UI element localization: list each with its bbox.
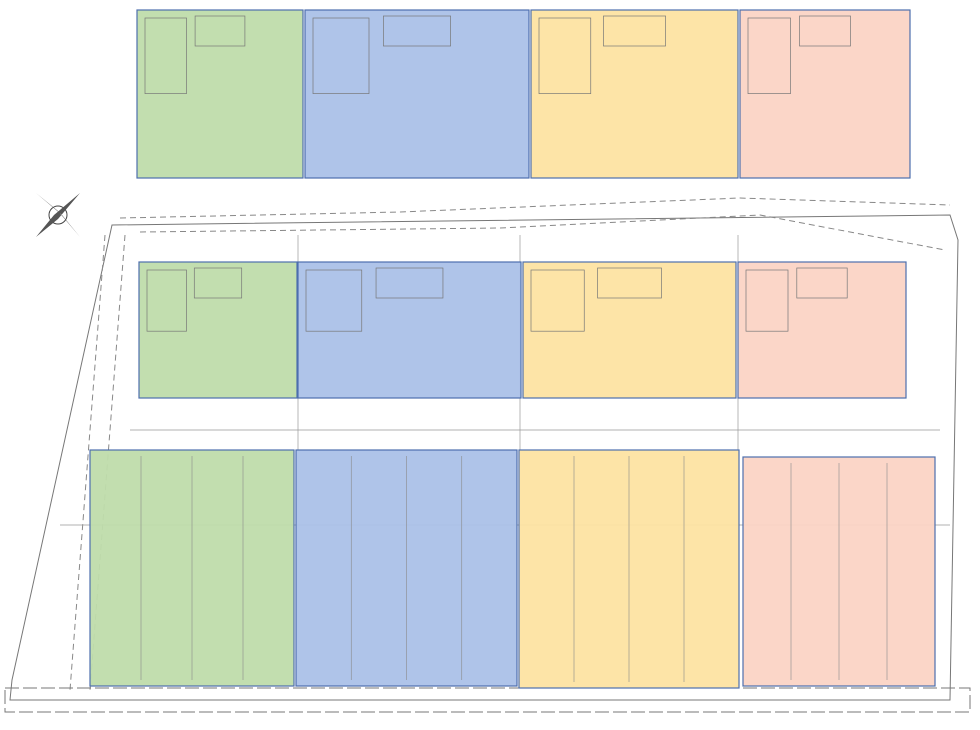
room-outline [530, 269, 585, 332]
room-outline [193, 267, 243, 299]
upper-floor-unit [530, 9, 739, 179]
room-outline [745, 269, 789, 332]
room-outline [597, 267, 662, 299]
compass-ring [48, 205, 68, 225]
room-outline [538, 17, 592, 94]
room-outline [603, 15, 666, 47]
compass-star [36, 193, 80, 237]
units [89, 9, 936, 689]
room-outline [312, 17, 370, 94]
ground-floor-unit [297, 261, 522, 399]
upper-floor-unit [739, 9, 911, 179]
road-edge [139, 214, 946, 251]
ground-floor-unit [737, 261, 907, 399]
room-outline [799, 15, 851, 47]
road-edge [119, 197, 951, 219]
room-outline [144, 17, 187, 94]
room-outline [305, 269, 363, 332]
room-outline [146, 269, 187, 332]
upper-floor-unit [304, 9, 530, 179]
room-outline [375, 267, 444, 299]
site-boundary [9, 214, 959, 701]
compass [36, 193, 80, 237]
room-outline [747, 17, 791, 94]
road-edge [69, 234, 106, 691]
room-outline [383, 15, 451, 47]
ground-floor-unit [522, 261, 737, 399]
room-outline [194, 15, 246, 47]
room-outline [796, 267, 848, 299]
upper-floor-unit [136, 9, 304, 179]
ground-floor-unit [138, 261, 298, 399]
